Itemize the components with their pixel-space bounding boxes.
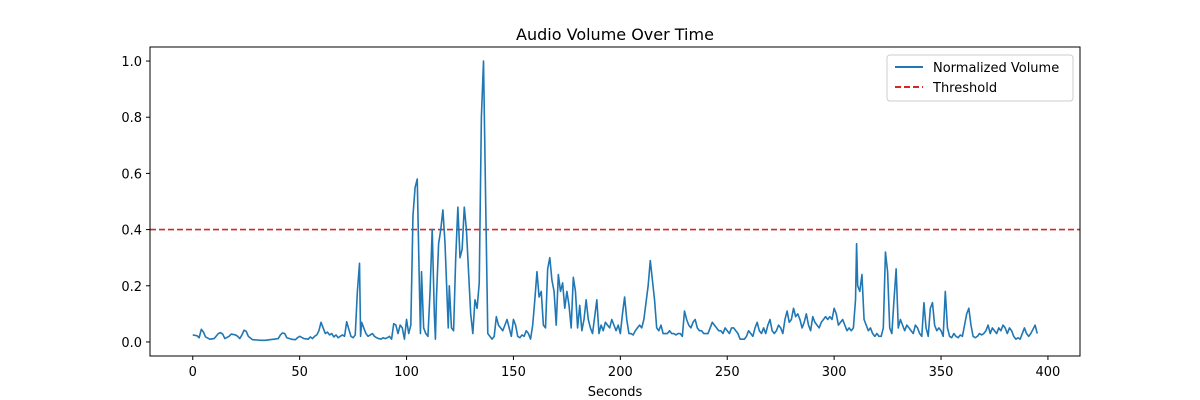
x-tick-label: 50 [291, 365, 308, 380]
x-axis-title: Seconds [588, 385, 643, 400]
legend-label-threshold: Threshold [932, 81, 997, 96]
legend-box [886, 54, 1074, 102]
legend: Normalized Volume Threshold [886, 54, 1074, 102]
x-tick-label: 100 [394, 365, 419, 380]
plot-frame [149, 46, 1081, 357]
y-tick-label: 1.0 [121, 55, 142, 70]
y-tick-label: 0.6 [121, 167, 142, 182]
y-tick-label: 0.2 [121, 280, 142, 295]
y-axis: 0.0 0.2 0.4 0.6 0.8 1.0 [121, 55, 150, 351]
x-axis: 0 50 100 150 200 250 300 350 400 [189, 356, 1061, 380]
x-tick-label: 150 [501, 365, 526, 380]
chart-title: Audio Volume Over Time [516, 25, 714, 44]
x-tick-label: 350 [929, 365, 954, 380]
legend-label-normalized-volume: Normalized Volume [933, 61, 1059, 76]
y-tick-label: 0.8 [121, 111, 142, 126]
plot-area [150, 60, 1080, 342]
x-tick-label: 0 [189, 365, 197, 380]
y-tick-label: 0.4 [121, 224, 142, 239]
x-tick-label: 200 [608, 365, 633, 380]
x-tick-label: 250 [715, 365, 740, 380]
y-tick-label: 0.0 [121, 336, 142, 351]
x-tick-label: 300 [822, 365, 847, 380]
x-tick-label: 400 [1036, 365, 1061, 380]
series-line-normalized-volume [192, 60, 1039, 342]
